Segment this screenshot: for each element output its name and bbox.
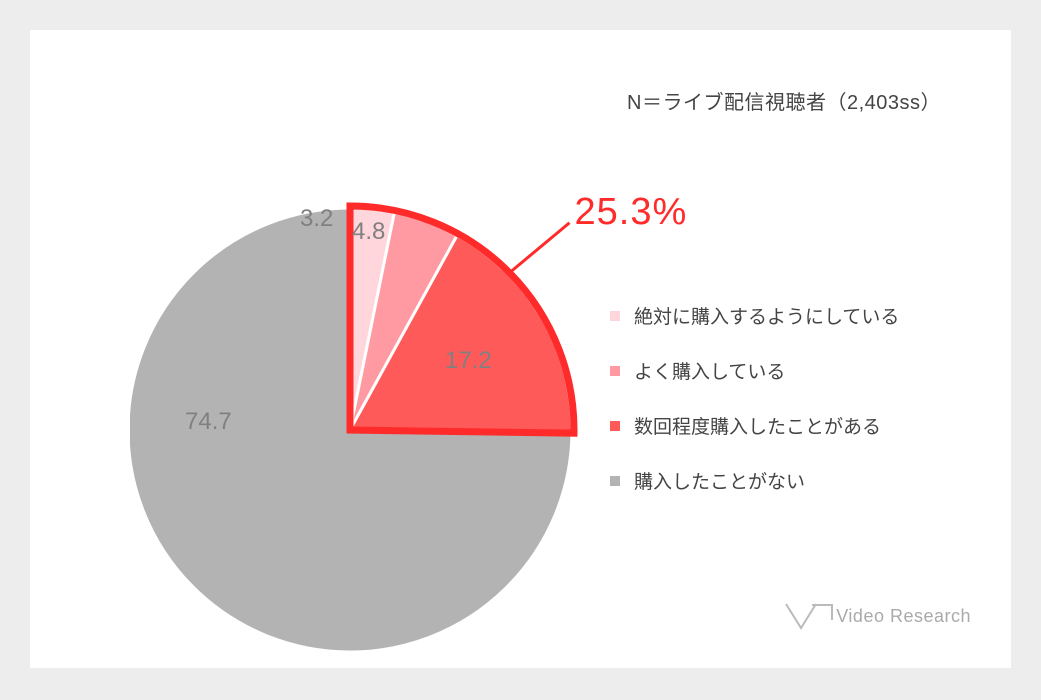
- legend-label: 数回程度購入したことがある: [634, 412, 881, 439]
- slice-label-never: 74.7: [185, 408, 232, 436]
- legend-swatch: [610, 311, 620, 321]
- legend-item-always: 絶対に購入するようにしている: [610, 302, 899, 329]
- callout-leader: [510, 223, 570, 273]
- slice-label-sometimes: 17.2: [445, 347, 492, 375]
- legend-swatch: [610, 476, 620, 486]
- legend-swatch: [610, 421, 620, 431]
- brand-logo-icon: [784, 600, 836, 632]
- legend-label: 購入したことがない: [634, 467, 805, 494]
- brand-text: Video Research: [836, 606, 971, 627]
- highlight-callout: 25.3%: [575, 191, 688, 234]
- legend-item-never: 購入したことがない: [610, 467, 899, 494]
- slice-label-always: 3.2: [300, 205, 333, 233]
- brand-mark: Video Research: [784, 600, 971, 632]
- legend-label: よく購入している: [634, 357, 785, 384]
- legend: 絶対に購入するようにしている よく購入している 数回程度購入したことがある 購入…: [610, 302, 899, 522]
- slice-label-often: 4.8: [352, 218, 385, 246]
- legend-item-sometimes: 数回程度購入したことがある: [610, 412, 899, 439]
- chart-subtitle: N＝ライブ配信視聴者（2,403ss）: [627, 86, 941, 115]
- legend-item-often: よく購入している: [610, 357, 899, 384]
- legend-swatch: [610, 366, 620, 376]
- highlight-callout-text: 25.3%: [575, 191, 688, 233]
- chart-card: N＝ライブ配信視聴者（2,403ss） 25.3% 3.2 4.8 17.2 7…: [30, 30, 1011, 668]
- legend-label: 絶対に購入するようにしている: [634, 302, 899, 329]
